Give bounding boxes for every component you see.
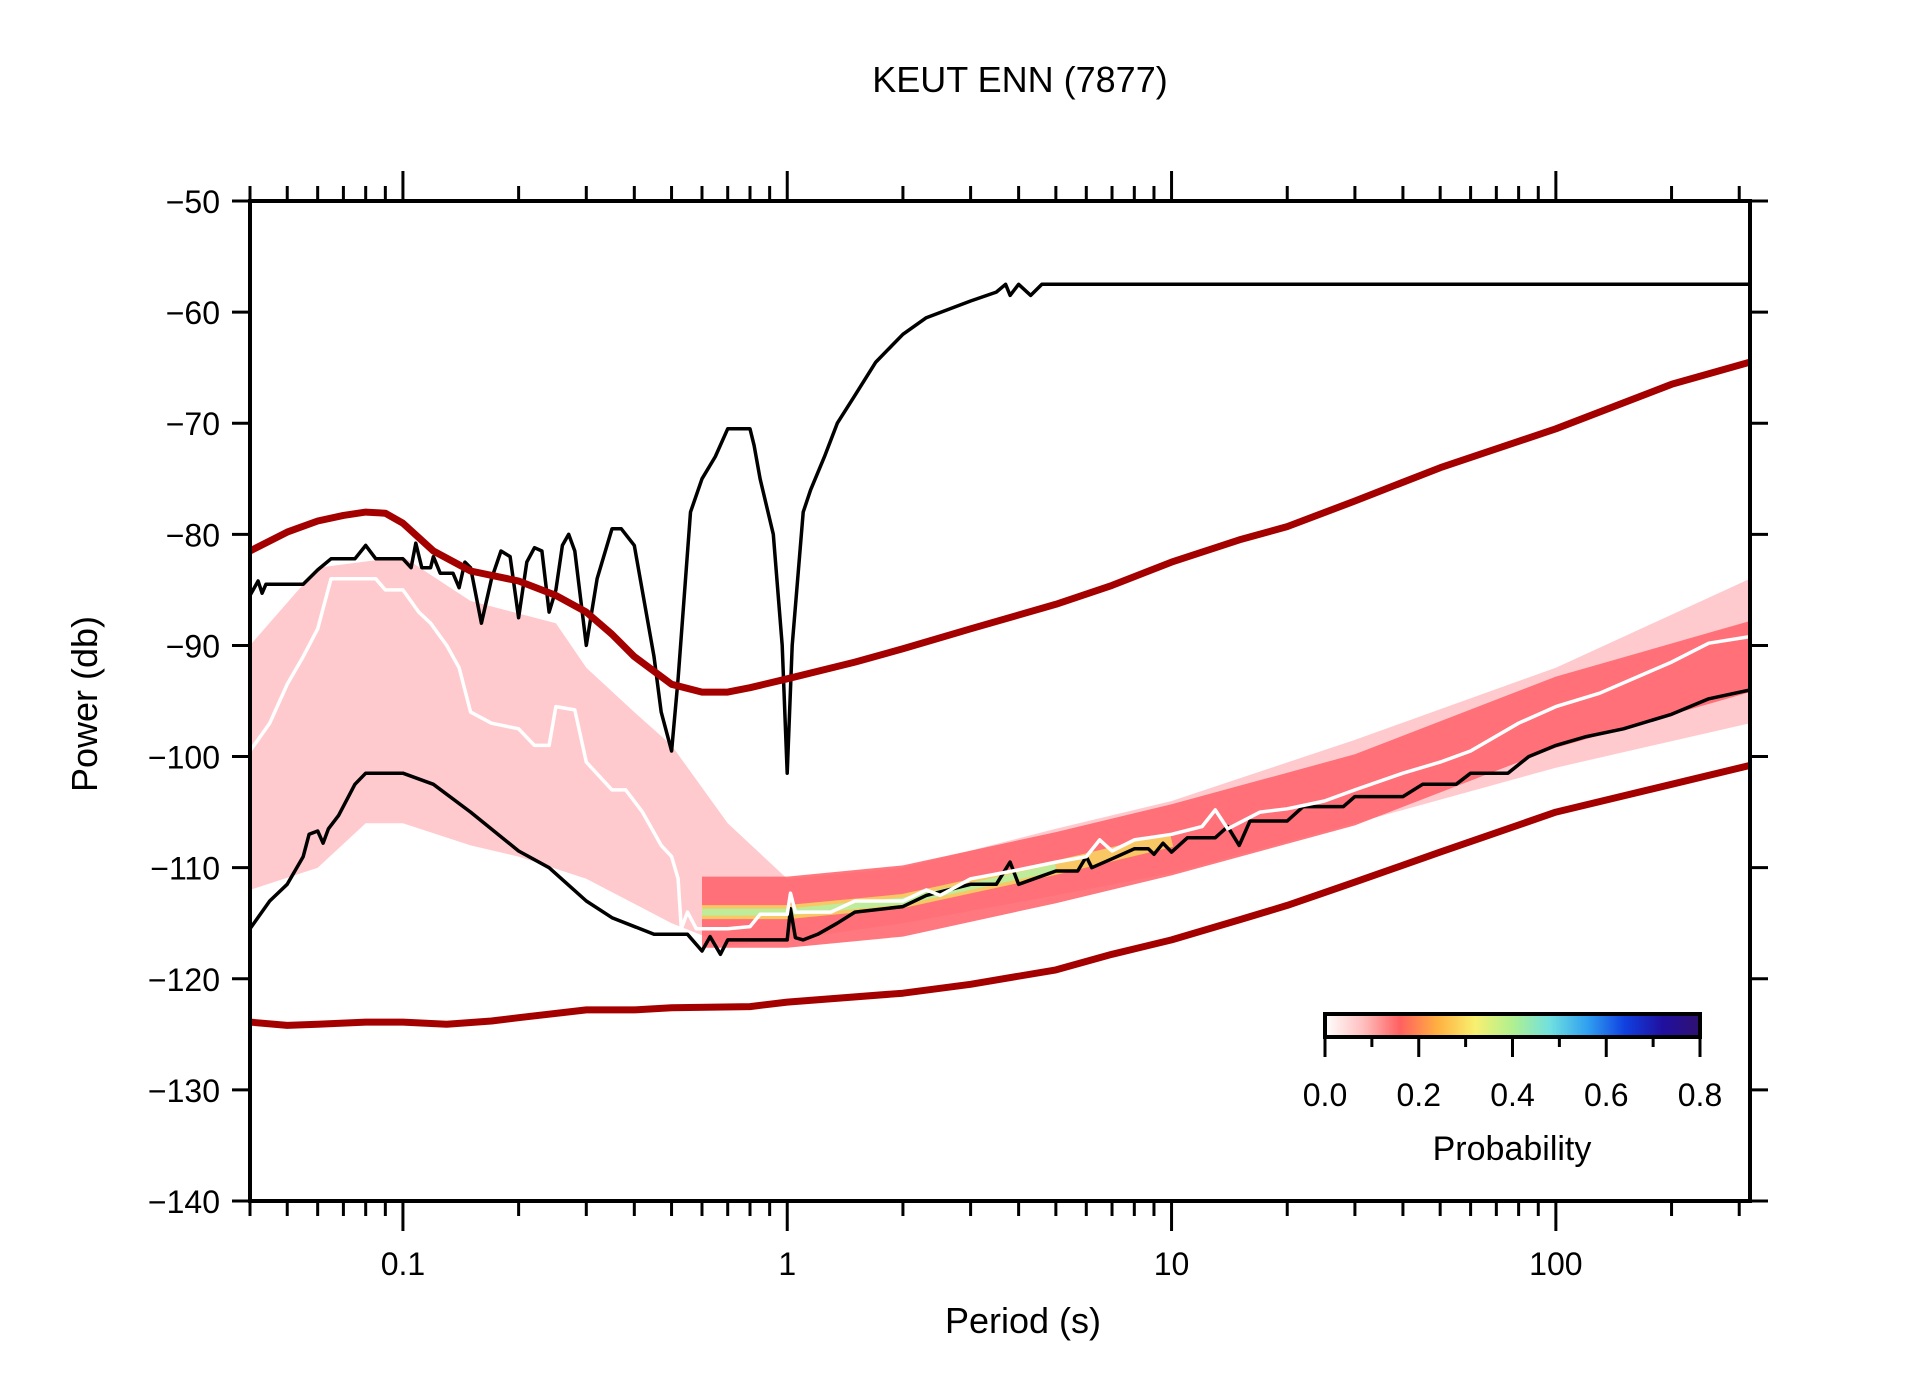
series-mode-psd: [250, 577, 1750, 931]
colorbar-tick-label: 0.4: [1490, 1077, 1534, 1113]
series-nhnm-new-high-noise-model: [250, 358, 1750, 696]
y-tick-label: −80: [166, 517, 220, 553]
pdf-core-band: [702, 621, 1750, 948]
colorbar-legend: 0.0 0.2 0.4 0.6 0.8 Probability: [1303, 1012, 1722, 1168]
x-tick-label: 0.1: [381, 1246, 425, 1282]
y-tick-label: −110: [150, 851, 220, 887]
series-minimum-psd: [250, 688, 1750, 957]
chart-title: KEUT ENN (7877): [872, 59, 1167, 100]
colorbar-tick-label: 0.2: [1397, 1077, 1441, 1113]
pdf-band: [250, 556, 1750, 948]
y-tick-label: −140: [148, 1184, 220, 1220]
x-tick-label: 100: [1529, 1246, 1582, 1282]
colorbar-label: Probability: [1433, 1130, 1592, 1168]
y-tick-label: −60: [166, 295, 220, 331]
x-axis-label: Period (s): [945, 1300, 1101, 1341]
series-maximum-psd: [250, 282, 1750, 775]
series-nlnm-new-low-noise-model: [250, 761, 1750, 1029]
y-axis: −50 −60 −70 −80 −90 −100 −110 −120 −130 −140: [148, 184, 1768, 1220]
y-tick-label: −130: [148, 1073, 220, 1109]
y-tick-label: −90: [166, 628, 220, 664]
y-tick-label: −100: [148, 740, 220, 776]
plot-area: [250, 282, 1750, 1029]
y-tick-label: −70: [166, 406, 220, 442]
x-tick-label: 10: [1154, 1246, 1190, 1282]
y-tick-label: −120: [148, 962, 220, 998]
x-tick-label: 1: [778, 1246, 796, 1282]
colorbar-tick-label: 0.6: [1584, 1077, 1628, 1113]
pdf-outer-band: [250, 556, 1750, 946]
y-axis-label: Power (db): [64, 616, 105, 792]
plot-frame: [248, 199, 1752, 1203]
colorbar-gradient: [1323, 1012, 1702, 1039]
colorbar-tick-label: 0.8: [1678, 1077, 1722, 1113]
colorbar-tick-label: 0.0: [1303, 1077, 1347, 1113]
series-lines: [250, 282, 1750, 1029]
colorbar-ticks: 0.0 0.2 0.4 0.6 0.8: [1303, 1037, 1722, 1113]
y-tick-label: −50: [166, 184, 220, 220]
x-axis: 0.1 1 10 100: [248, 171, 1741, 1282]
